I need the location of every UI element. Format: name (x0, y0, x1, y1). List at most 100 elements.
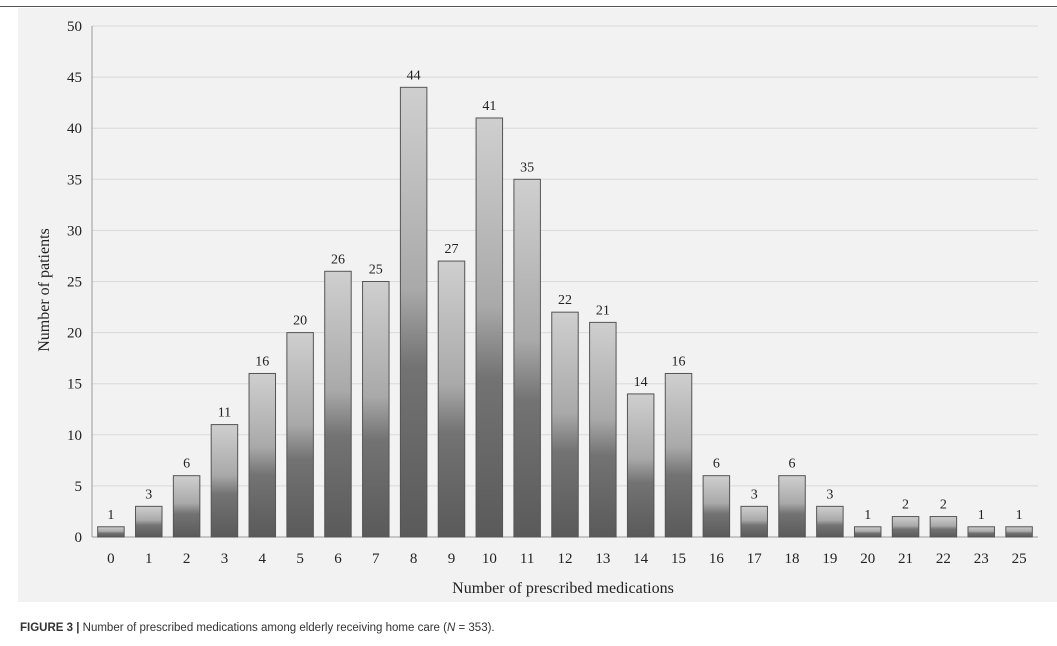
bar (324, 270, 352, 538)
chart-panel: 1 3 6 11 16 20 26 25 44 27 41 35 22 21 14 16 6 3 6 3 1 2 2 1 1 0… (18, 8, 1057, 602)
x-tick-labels: 0 1 2 3 4 5 6 7 8 9 10 11 12 13 14 15 16 17 18 19 20 21 22 23 25 (107, 551, 1026, 567)
data-label: 22 (558, 293, 572, 308)
data-label: 11 (218, 406, 231, 421)
x-tick-label: 12 (558, 551, 573, 567)
bar (172, 475, 201, 538)
x-tick-label: 18 (785, 551, 800, 567)
x-tick-label: 17 (747, 551, 763, 567)
data-label: 1 (107, 508, 114, 523)
bar (626, 393, 655, 538)
caption-text-before: Number of prescribed medications among e… (79, 622, 447, 634)
y-axis-label: Number of patients (36, 228, 53, 352)
bar (929, 516, 958, 538)
y-tick-label: 0 (75, 530, 83, 546)
x-tick-label: 1 (145, 551, 153, 567)
x-tick-label: 23 (974, 551, 989, 567)
data-label: 41 (482, 99, 496, 114)
bar (210, 424, 239, 538)
data-label: 2 (940, 498, 947, 513)
x-tick-label: 25 (1012, 551, 1027, 567)
data-label: 6 (713, 457, 720, 472)
x-tick-label: 0 (107, 551, 115, 567)
x-tick-label: 14 (633, 551, 649, 567)
bars (97, 86, 1033, 538)
data-label: 3 (751, 487, 758, 502)
x-tick-label: 16 (709, 551, 725, 567)
x-tick-label: 20 (860, 551, 875, 567)
data-label: 6 (789, 457, 796, 472)
data-label: 16 (672, 354, 686, 369)
figure-caption: FIGURE 3 | Number of prescribed medicati… (20, 622, 495, 634)
x-tick-label: 9 (448, 551, 456, 567)
data-label: 26 (331, 252, 345, 267)
y-tick-label: 20 (67, 326, 82, 342)
data-label: 14 (634, 375, 648, 390)
y-tick-label: 25 (67, 275, 82, 291)
bar (97, 526, 125, 538)
data-label: 27 (444, 242, 458, 257)
data-label: 1 (978, 508, 985, 523)
bar (778, 475, 806, 538)
data-label: 21 (596, 303, 610, 318)
y-tick-label: 5 (75, 479, 83, 495)
x-tick-label: 21 (898, 551, 913, 567)
bar (248, 372, 277, 538)
x-tick-label: 13 (595, 551, 610, 567)
x-tick-label: 8 (410, 551, 418, 567)
data-label: 3 (145, 487, 152, 502)
y-tick-label: 10 (67, 428, 82, 444)
bar (816, 505, 844, 538)
y-tick-label: 50 (67, 19, 82, 35)
bar (135, 505, 163, 538)
caption-n-symbol: N (446, 622, 456, 634)
data-label: 16 (255, 354, 269, 369)
data-label: 1 (864, 508, 871, 523)
x-tick-label: 4 (259, 551, 267, 567)
y-tick-label: 40 (67, 121, 82, 137)
data-label: 20 (293, 314, 307, 329)
bar (589, 321, 617, 538)
bar (853, 526, 882, 538)
bar (967, 526, 995, 538)
x-tick-label: 15 (671, 551, 686, 567)
bar (286, 332, 314, 538)
data-label: 2 (902, 498, 909, 513)
top-rule (0, 6, 1057, 7)
y-tick-label: 35 (67, 172, 82, 188)
y-tick-label: 45 (67, 70, 82, 86)
bar (664, 372, 693, 538)
bar (362, 281, 390, 538)
bar (513, 178, 541, 538)
x-axis-label: Number of prescribed medications (452, 580, 674, 597)
y-tick-label: 30 (67, 223, 82, 239)
x-tick-label: 5 (296, 551, 304, 567)
bar (551, 311, 579, 538)
bar (702, 475, 731, 538)
data-label: 3 (826, 487, 833, 502)
caption-text-after: = 353). (455, 622, 495, 634)
data-label: 35 (520, 160, 534, 175)
bar (891, 516, 920, 538)
bar (1005, 526, 1033, 538)
y-tick-label: 15 (67, 377, 82, 393)
x-tick-label: 19 (822, 551, 837, 567)
x-tick-label: 2 (183, 551, 191, 567)
data-label: 1 (1016, 508, 1023, 523)
x-tick-label: 6 (334, 551, 342, 567)
caption-label: FIGURE 3 | (20, 622, 80, 634)
x-tick-label: 11 (520, 551, 534, 567)
bar (399, 86, 428, 538)
x-tick-label: 7 (372, 551, 380, 567)
x-tick-label: 10 (482, 551, 497, 567)
bar (475, 117, 504, 538)
bar (740, 505, 768, 538)
bar (437, 260, 466, 538)
y-tick-labels: 0 5 10 15 20 25 30 35 40 45 50 (67, 19, 82, 546)
data-label: 44 (407, 68, 421, 83)
x-tick-label: 22 (936, 551, 951, 567)
x-tick-label: 3 (221, 551, 229, 567)
data-label: 6 (183, 457, 190, 472)
data-label: 25 (369, 263, 383, 278)
